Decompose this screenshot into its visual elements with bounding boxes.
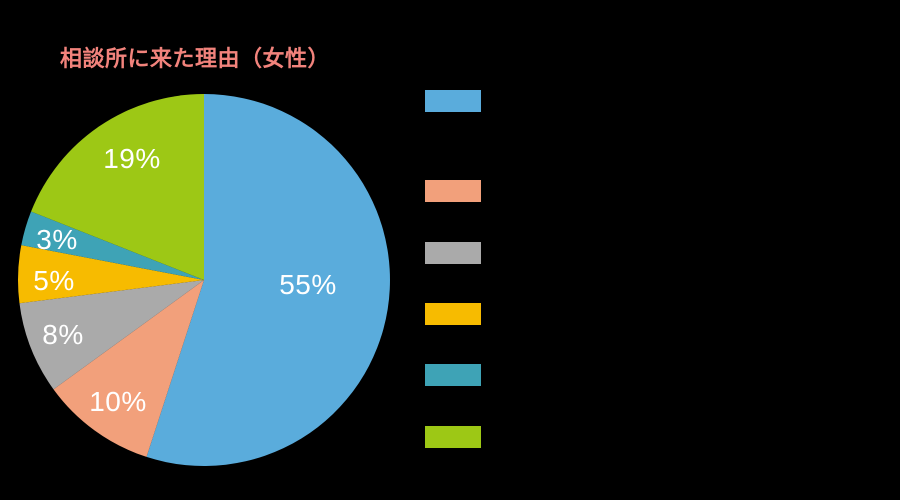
pie-slice-label: 5% xyxy=(33,265,74,296)
pie-slice-label: 10% xyxy=(89,386,147,417)
pie-slice-label: 19% xyxy=(103,143,161,174)
chart-title: 相談所に来た理由（女性） xyxy=(60,46,331,71)
pie-slice-55pct xyxy=(146,94,390,467)
pie-slice-8pct xyxy=(19,280,204,390)
pie-slice-label: 55% xyxy=(279,269,337,300)
pie-slice-5pct xyxy=(18,245,205,304)
pie-slice-10pct xyxy=(53,280,204,457)
pie-slice-label: 3% xyxy=(36,224,77,255)
pie-slice-label: 8% xyxy=(42,319,83,350)
pie-slice-19pct xyxy=(31,94,205,280)
pie-slice-3pct xyxy=(21,211,204,280)
